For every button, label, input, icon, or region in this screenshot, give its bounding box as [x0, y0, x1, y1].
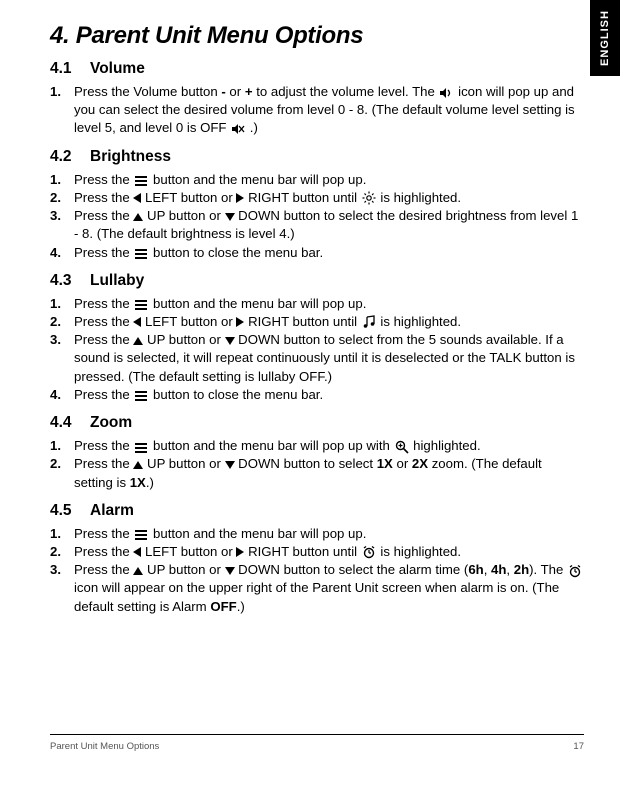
right-arrow-icon: [236, 193, 244, 203]
section-number: 4.3: [50, 272, 90, 290]
menu-icon: [133, 173, 149, 187]
step-item: 2.Press the LEFT button or RIGHT button …: [50, 189, 584, 207]
step-item: 2.Press the LEFT button or RIGHT button …: [50, 313, 584, 331]
step-number: 2.: [50, 189, 74, 207]
up-arrow-icon: [133, 213, 143, 221]
brightness-icon: [361, 191, 377, 205]
menu-icon: [133, 388, 149, 402]
section-name: Lullaby: [90, 272, 144, 290]
page-title: 4. Parent Unit Menu Options: [50, 22, 584, 50]
speaker-icon: [438, 86, 454, 100]
music-icon: [361, 315, 377, 329]
page-footer: Parent Unit Menu Options 17: [50, 734, 584, 752]
step-number: 2.: [50, 313, 74, 331]
right-arrow-icon: [236, 547, 244, 557]
step-number: 1.: [50, 171, 74, 189]
step-number: 2.: [50, 455, 74, 473]
up-arrow-icon: [133, 567, 143, 575]
down-arrow-icon: [225, 461, 235, 469]
step-text: Press the button and the menu bar will p…: [74, 171, 584, 189]
step-text: Press the Volume button - or + to adjust…: [74, 83, 584, 138]
step-item: 3.Press the UP button or DOWN button to …: [50, 331, 584, 386]
alarm-icon: [361, 545, 377, 559]
step-number: 3.: [50, 331, 74, 349]
left-arrow-icon: [133, 547, 141, 557]
down-arrow-icon: [225, 567, 235, 575]
step-item: 3.Press the UP button or DOWN button to …: [50, 207, 584, 243]
language-label: ENGLISH: [599, 10, 611, 66]
step-text: Press the button and the menu bar will p…: [74, 295, 584, 313]
step-text: Press the LEFT button or RIGHT button un…: [74, 543, 584, 561]
step-item: 1.Press the button and the menu bar will…: [50, 437, 584, 455]
step-list: 1.Press the button and the menu bar will…: [50, 171, 584, 262]
step-text: Press the UP button or DOWN button to se…: [74, 331, 584, 386]
right-arrow-icon: [236, 317, 244, 327]
step-text: Press the button and the menu bar will p…: [74, 525, 584, 543]
up-arrow-icon: [133, 337, 143, 345]
footer-section-name: Parent Unit Menu Options: [50, 741, 159, 752]
section-name: Brightness: [90, 148, 171, 166]
step-text: Press the UP button or DOWN button to se…: [74, 561, 584, 616]
section-heading: 4.4Zoom: [50, 414, 584, 432]
step-item: 1.Press the button and the menu bar will…: [50, 171, 584, 189]
step-text: Press the button to close the menu bar.: [74, 244, 584, 262]
section-heading: 4.5Alarm: [50, 502, 584, 520]
speaker-off-icon: [230, 122, 246, 136]
step-item: 4.Press the button to close the menu bar…: [50, 244, 584, 262]
step-number: 3.: [50, 207, 74, 225]
menu-icon: [133, 246, 149, 260]
section-name: Volume: [90, 60, 145, 78]
section-number: 4.1: [50, 60, 90, 78]
step-number: 1.: [50, 525, 74, 543]
menu-icon: [133, 527, 149, 541]
step-text: Press the LEFT button or RIGHT button un…: [74, 189, 584, 207]
down-arrow-icon: [225, 213, 235, 221]
section-heading: 4.2Brightness: [50, 148, 584, 166]
alarm-icon: [567, 564, 583, 578]
step-number: 4.: [50, 386, 74, 404]
step-item: 4.Press the button to close the menu bar…: [50, 386, 584, 404]
step-text: Press the button to close the menu bar.: [74, 386, 584, 404]
step-item: 1.Press the button and the menu bar will…: [50, 525, 584, 543]
section-number: 4.5: [50, 502, 90, 520]
step-item: 2.Press the UP button or DOWN button to …: [50, 455, 584, 491]
step-item: 2.Press the LEFT button or RIGHT button …: [50, 543, 584, 561]
step-list: 1.Press the button and the menu bar will…: [50, 525, 584, 616]
step-number: 1.: [50, 437, 74, 455]
step-number: 4.: [50, 244, 74, 262]
left-arrow-icon: [133, 317, 141, 327]
menu-icon: [133, 297, 149, 311]
up-arrow-icon: [133, 461, 143, 469]
step-list: 1.Press the Volume button - or + to adju…: [50, 83, 584, 138]
section-heading: 4.1Volume: [50, 60, 584, 78]
step-list: 1.Press the button and the menu bar will…: [50, 295, 584, 404]
down-arrow-icon: [225, 337, 235, 345]
step-item: 1.Press the button and the menu bar will…: [50, 295, 584, 313]
step-text: Press the LEFT button or RIGHT button un…: [74, 313, 584, 331]
footer-page-number: 17: [573, 741, 584, 752]
step-number: 3.: [50, 561, 74, 579]
language-tab: ENGLISH: [590, 0, 620, 76]
step-text: Press the UP button or DOWN button to se…: [74, 207, 584, 243]
step-number: 1.: [50, 295, 74, 313]
section-number: 4.2: [50, 148, 90, 166]
section-heading: 4.3Lullaby: [50, 272, 584, 290]
section-number: 4.4: [50, 414, 90, 432]
step-list: 1.Press the button and the menu bar will…: [50, 437, 584, 492]
left-arrow-icon: [133, 193, 141, 203]
step-item: 1.Press the Volume button - or + to adju…: [50, 83, 584, 138]
step-number: 1.: [50, 83, 74, 101]
step-text: Press the UP button or DOWN button to se…: [74, 455, 584, 491]
step-number: 2.: [50, 543, 74, 561]
step-item: 3.Press the UP button or DOWN button to …: [50, 561, 584, 616]
menu-icon: [133, 440, 149, 454]
section-name: Zoom: [90, 414, 132, 432]
section-name: Alarm: [90, 502, 134, 520]
zoom-icon: [394, 440, 410, 454]
step-text: Press the button and the menu bar will p…: [74, 437, 584, 455]
